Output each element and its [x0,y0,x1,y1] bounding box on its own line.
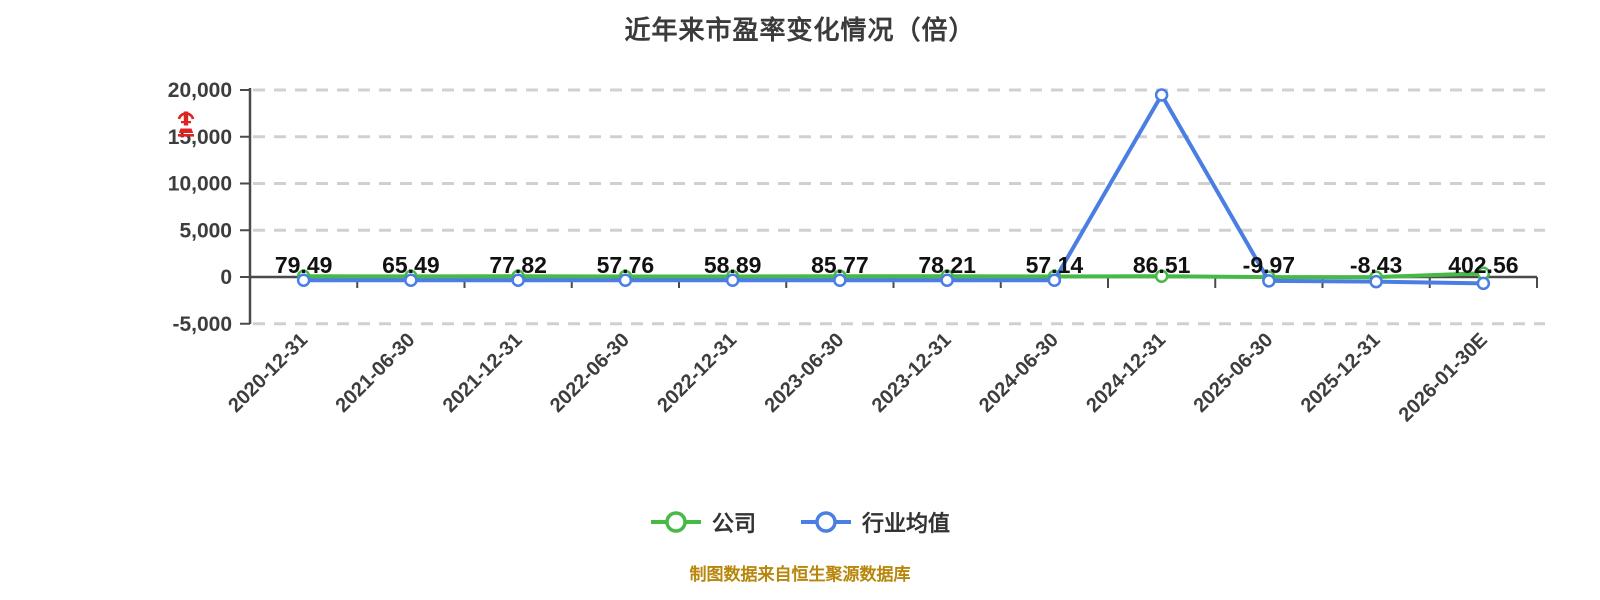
y-axis-label: 10,000 [168,173,232,196]
legend-item-company[interactable]: 公司 [650,506,756,538]
data-point-company[interactable] [1154,269,1169,283]
data-point-industry[interactable] [404,273,418,288]
data-label: 58.89 [704,252,762,278]
data-point-industry[interactable] [511,273,525,288]
y-axis-label: -5,000 [172,313,232,336]
y-axis-label: 20,000 [168,79,232,102]
legend-label-industry: 行业均值 [862,511,951,536]
x-axis-label: 2021-06-30 [332,329,420,417]
data-label: -8.43 [1350,252,1402,278]
data-point-industry[interactable] [1476,276,1491,291]
data-point-industry[interactable] [1262,274,1276,288]
x-axis-label: 2025-12-31 [1297,329,1385,417]
data-point-industry[interactable] [940,273,954,288]
x-axis-label: 2023-12-31 [868,329,956,417]
data-label: 86.51 [1133,252,1191,278]
data-label: 79.49 [275,252,333,278]
chart-legend: 公司 行业均值 [0,506,1600,538]
data-label: 57.76 [597,252,655,278]
y-axis-label: 5,000 [179,219,232,242]
x-axis-label: 2024-12-31 [1082,329,1170,417]
legend-label-company: 公司 [711,511,756,536]
data-label: 77.82 [489,252,547,278]
x-axis-label: 2024-06-30 [975,329,1063,417]
data-point-industry[interactable] [296,273,311,288]
data-label: 65.49 [382,252,440,278]
data-source-note: 制图数据来自恒生聚源数据库 [689,565,911,584]
data-point-industry[interactable] [725,273,740,288]
data-label: -9.97 [1243,252,1295,278]
x-axis-label: 2023-06-30 [761,329,849,417]
series-line-company [301,271,1486,280]
data-point-industry[interactable] [833,273,847,288]
data-label: 78.21 [918,252,976,278]
data-point-industry[interactable] [1369,274,1383,289]
x-axis-label: 2025-06-30 [1190,329,1278,417]
x-axis-label: 2026-01-30E [1395,329,1492,426]
chart-title: 近年来市盈率变化情况（倍） [624,15,976,45]
legend-item-industry[interactable]: 行业均值 [800,506,950,538]
x-axis-label: 2022-06-30 [546,329,634,417]
series-line-industry [301,92,1486,286]
data-label: 402.56 [1448,252,1518,278]
x-axis-label: 2022-12-31 [653,329,741,417]
red-seal-icon [177,111,195,137]
x-axis-label: 2021-12-31 [439,329,527,417]
company-series-marker-icon [650,511,701,533]
y-axis-label: 0 [220,266,232,289]
data-point-industry[interactable] [618,273,633,288]
data-label: 57.14 [1026,252,1084,278]
data-label: 85.77 [811,252,869,278]
data-point-industry[interactable] [1047,273,1062,288]
industry-series-marker-icon [801,511,851,533]
data-point-industry[interactable] [1154,88,1169,102]
x-axis-label: 2020-12-31 [224,329,312,417]
